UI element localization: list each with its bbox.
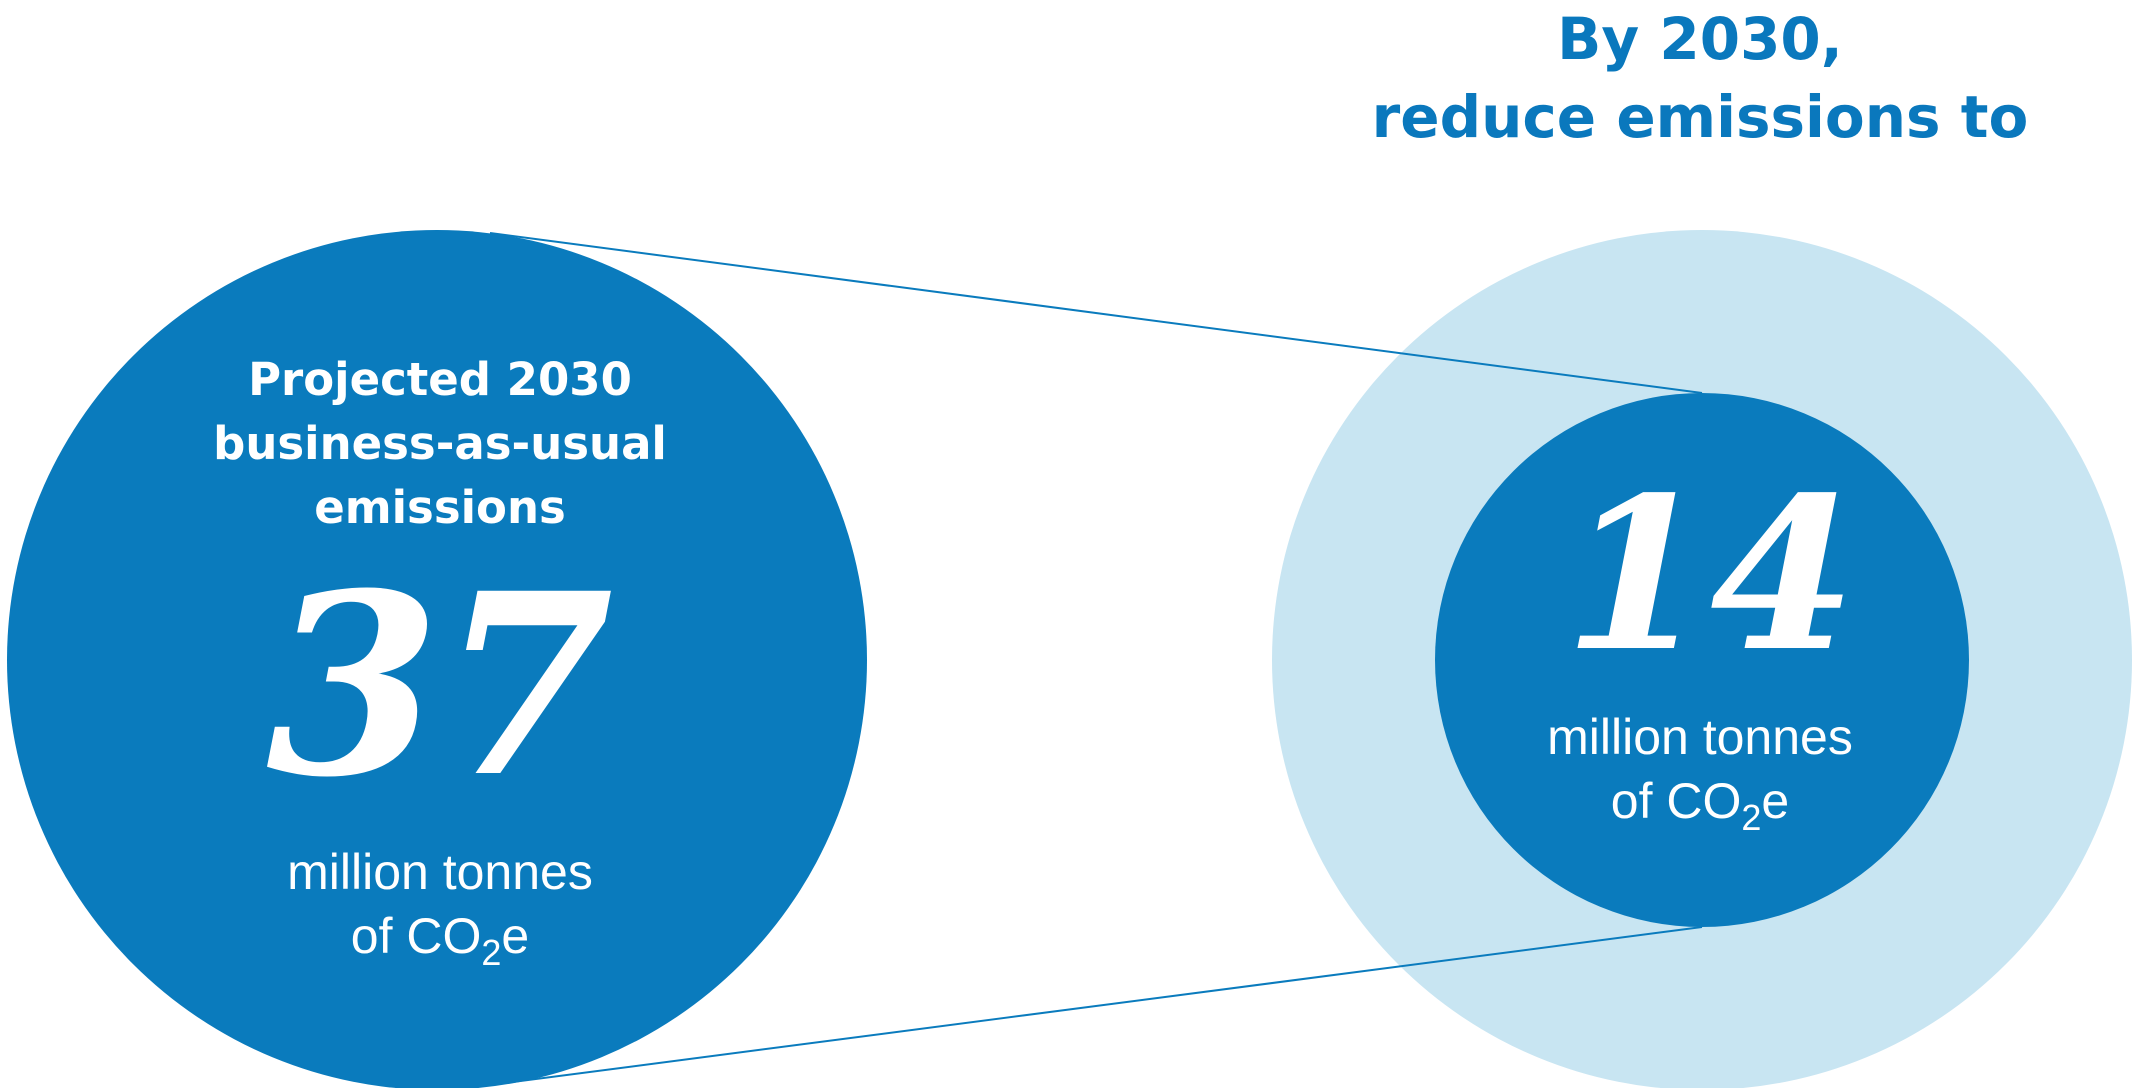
projected-unit-line2: of CO2e (200, 904, 680, 973)
target-unit: million tonnes of CO2e (1460, 705, 1940, 838)
projected-unit-suffix: e (501, 908, 530, 964)
projected-circle (7, 230, 867, 1088)
projected-heading-line1: Projected 2030 (248, 353, 632, 406)
target-title-line1: By 2030, (1557, 5, 1843, 73)
projected-heading-line2: business-as-usual (213, 417, 667, 470)
projected-unit-prefix: of CO (350, 908, 482, 964)
target-title: By 2030, reduce emissions to (1300, 0, 2100, 156)
connector-line-top (489, 232, 1703, 394)
projected-heading: Projected 2030 business-as-usual emissio… (160, 348, 720, 540)
projected-value: 37 (266, 538, 614, 832)
target-unit-line2: of CO2e (1460, 769, 1940, 838)
target-title-line2: reduce emissions to (1371, 83, 2029, 151)
projected-unit-line1: million tonnes (287, 844, 593, 900)
target-unit-suffix: e (1761, 773, 1790, 829)
connector-line-bottom (489, 926, 1703, 1086)
target-value: 14 (1563, 451, 1857, 698)
target-unit-line1: million tonnes (1547, 709, 1853, 765)
target-unit-subscript: 2 (1741, 797, 1762, 838)
projected-heading-line3: emissions (314, 481, 566, 534)
projected-unit: million tonnes of CO2e (200, 840, 680, 973)
target-unit-prefix: of CO (1610, 773, 1742, 829)
target-inner-circle (1435, 393, 1969, 927)
projected-unit-subscript: 2 (481, 932, 502, 973)
